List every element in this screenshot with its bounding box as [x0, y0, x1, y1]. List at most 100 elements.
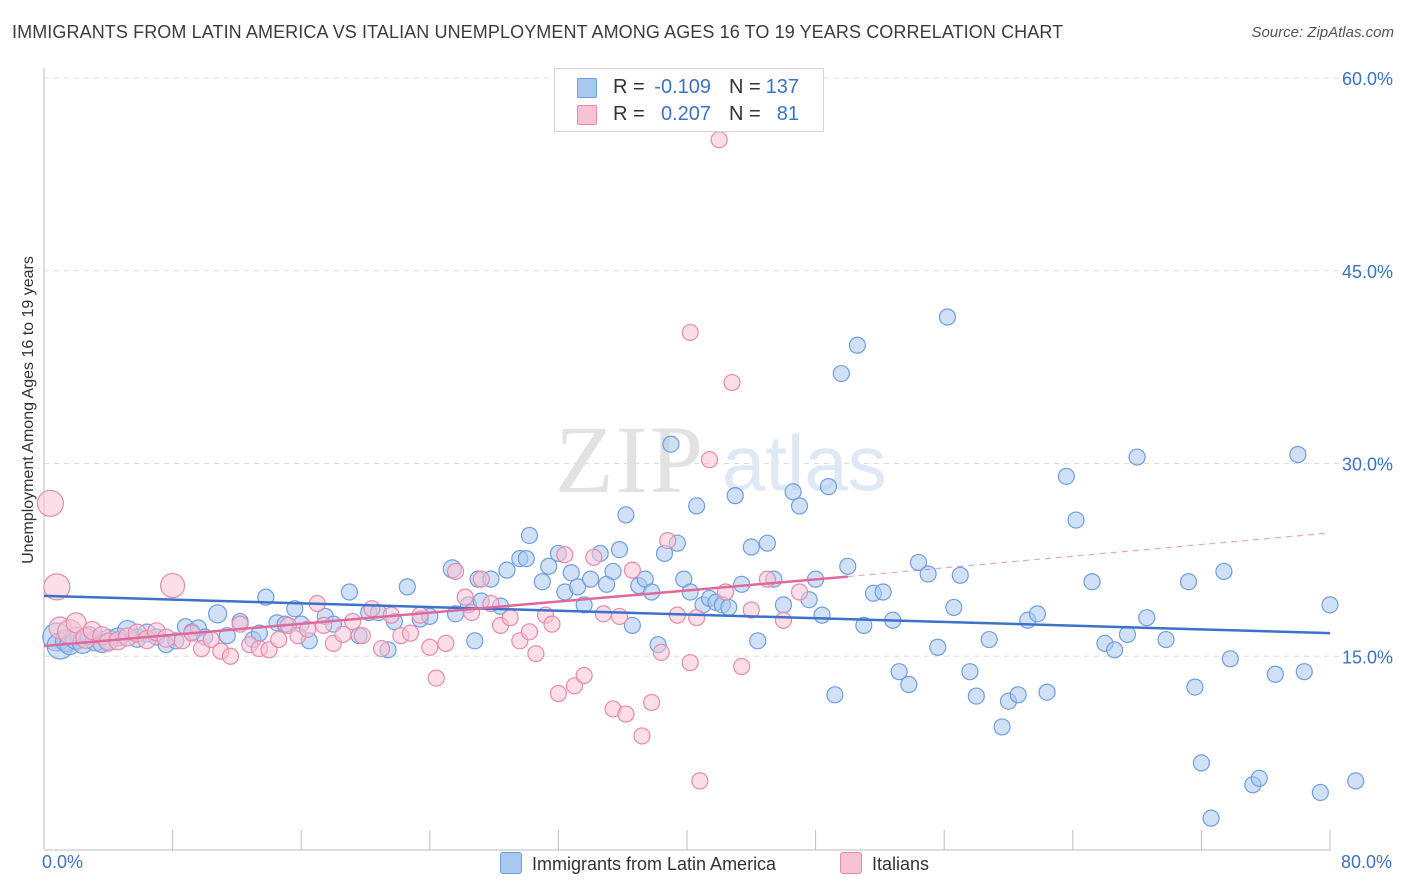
- point-italians: [65, 612, 87, 634]
- legend-n-label: N =: [729, 76, 761, 98]
- legend-row-latin-america: R = -0.109 N = 137: [555, 73, 823, 101]
- point-latin-america: [208, 604, 228, 624]
- point-italians: [43, 573, 71, 601]
- point-italians: [427, 669, 445, 687]
- legend-swatch-latin-america: [577, 78, 597, 98]
- x-tick-label-min: 0.0%: [42, 852, 84, 872]
- point-latin-america: [517, 549, 535, 568]
- point-latin-america: [1179, 573, 1198, 591]
- point-latin-america: [1347, 772, 1365, 790]
- point-latin-america: [1057, 467, 1075, 485]
- point-italians: [585, 548, 603, 566]
- point-latin-america: [1311, 783, 1329, 802]
- point-italians: [623, 561, 641, 579]
- point-latin-america: [945, 598, 963, 617]
- point-latin-america: [604, 562, 622, 581]
- point-italians: [633, 727, 651, 745]
- point-italians: [700, 451, 719, 469]
- point-italians: [156, 628, 176, 648]
- point-latin-america: [1157, 630, 1175, 649]
- legend-r-value: 0.207: [660, 103, 711, 125]
- point-italians: [610, 607, 629, 626]
- y-tick-label: 60.0%: [1342, 69, 1393, 89]
- point-latin-america: [533, 573, 551, 591]
- point-latin-america: [784, 483, 802, 501]
- point-latin-america: [900, 675, 918, 694]
- point-italians: [270, 630, 288, 649]
- point-latin-america: [819, 478, 838, 496]
- point-latin-america: [1138, 609, 1156, 627]
- point-latin-america: [617, 506, 635, 524]
- point-latin-america: [1186, 678, 1204, 696]
- series-legend: Immigrants from Latin America Italians: [0, 852, 1406, 878]
- point-italians: [659, 531, 677, 550]
- legend-r-label: R =: [613, 103, 645, 125]
- point-latin-america: [813, 606, 831, 624]
- trendline-latin-america: [43, 594, 1331, 635]
- point-latin-america: [790, 497, 809, 515]
- point-latin-america: [1266, 665, 1284, 683]
- point-latin-america: [758, 534, 776, 552]
- point-latin-america: [919, 565, 937, 583]
- watermark-atlas: atlas: [722, 419, 887, 507]
- series-legend-swatch-italians: [840, 852, 862, 874]
- point-italians: [501, 609, 519, 627]
- point-latin-america: [726, 487, 744, 505]
- point-latin-america: [1118, 625, 1137, 644]
- point-italians: [527, 645, 545, 663]
- point-latin-america: [951, 566, 969, 584]
- legend-n-value: 81: [776, 103, 799, 125]
- point-latin-america: [520, 526, 539, 545]
- point-latin-america: [774, 596, 793, 614]
- point-latin-america: [826, 686, 844, 704]
- point-latin-america: [286, 600, 304, 618]
- point-italians: [36, 489, 65, 517]
- point-latin-america: [681, 583, 699, 601]
- point-latin-america: [1192, 754, 1211, 772]
- y-tick-label: 15.0%: [1342, 647, 1393, 667]
- point-italians: [363, 600, 381, 618]
- point-italians: [456, 588, 474, 606]
- point-italians: [334, 625, 352, 644]
- point-latin-america: [581, 570, 600, 588]
- correlation-legend: R = -0.109 N = 137 R = 0.207 N = 81: [554, 68, 824, 132]
- point-latin-america: [874, 583, 892, 601]
- legend-n-label: N =: [729, 103, 761, 125]
- point-italians: [742, 601, 760, 619]
- point-italians: [643, 693, 661, 712]
- y-axis-label: Unemployment Among Ages 16 to 19 years: [20, 256, 37, 564]
- y-tick-label: 30.0%: [1342, 455, 1393, 475]
- point-italians: [575, 666, 593, 685]
- point-italians: [446, 562, 465, 581]
- trendline-italians-extension: [847, 532, 1331, 578]
- point-latin-america: [610, 540, 629, 559]
- point-latin-america: [1067, 511, 1085, 529]
- point-italians: [617, 705, 635, 723]
- trend-layer: [43, 532, 1331, 648]
- point-italians: [688, 609, 706, 627]
- point-latin-america: [890, 663, 908, 681]
- chart-title: IMMIGRANTS FROM LATIN AMERICA VS ITALIAN…: [12, 22, 1064, 42]
- point-latin-america: [1215, 562, 1233, 581]
- series-legend-label: Italians: [872, 854, 930, 874]
- point-latin-america: [1083, 573, 1101, 591]
- point-latin-america: [855, 616, 873, 635]
- point-latin-america: [498, 561, 516, 579]
- point-italians: [372, 639, 391, 658]
- point-italians: [733, 657, 751, 676]
- point-italians: [401, 624, 420, 642]
- point-latin-america: [540, 557, 558, 575]
- point-latin-america: [1295, 663, 1313, 681]
- point-latin-america: [1289, 445, 1307, 464]
- point-italians: [774, 611, 793, 629]
- point-latin-america: [839, 557, 857, 575]
- point-italians: [421, 638, 439, 656]
- point-latin-america: [1202, 809, 1220, 827]
- source-credit: Source: ZipAtlas.com: [1251, 24, 1394, 41]
- legend-r-label: R =: [613, 76, 645, 98]
- point-latin-america: [980, 630, 998, 649]
- point-latin-america: [1321, 596, 1339, 614]
- point-latin-america: [1038, 683, 1056, 701]
- watermark: ZIP atlas: [555, 406, 887, 513]
